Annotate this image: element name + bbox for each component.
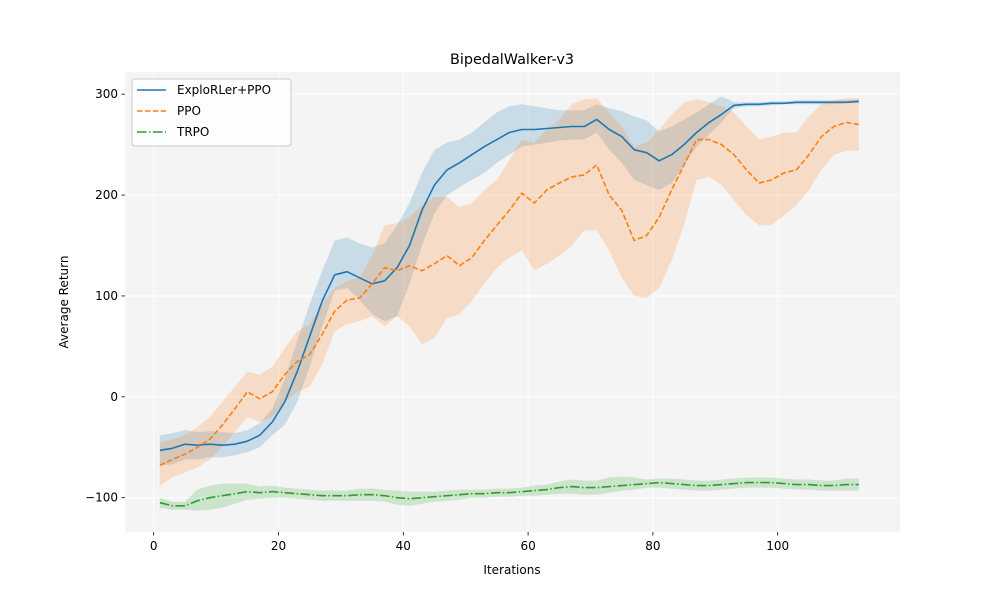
x-tick-label: 0 [150, 539, 158, 553]
legend-box [131, 78, 292, 147]
grid [125, 72, 900, 532]
y-tick-label: 100 [95, 289, 118, 303]
line-trpo [159, 481, 859, 507]
y-tick-label: 300 [95, 87, 118, 101]
y-axis-label: Average Return [57, 256, 71, 349]
y-tick-label: −100 [85, 491, 118, 505]
axis-ticks: 0 20 40 60 80 100 −100 0 100 200 300 [85, 87, 789, 553]
x-tick-label: 60 [520, 539, 535, 553]
x-axis-label: Iterations [483, 563, 540, 577]
chart-title: BipedalWalker-v3 [450, 52, 574, 68]
line-explorler-ppo [159, 100, 859, 452]
x-tick-label: 80 [645, 539, 660, 553]
y-tick-label: 0 [110, 390, 118, 404]
y-tick-label: 200 [95, 188, 118, 202]
x-tick-label: 100 [766, 539, 789, 553]
x-tick-label: 40 [396, 539, 411, 553]
x-tick-label: 20 [271, 539, 286, 553]
series-lines [159, 100, 859, 507]
legend-label-trpo: TRPO [176, 125, 209, 139]
line-ppo [159, 121, 859, 467]
legend: ExploRLer+PPO PPO TRPO [131, 78, 292, 147]
legend-label-ppo: PPO [177, 104, 201, 118]
legend-label-explorler-ppo: ExploRLer+PPO [177, 83, 271, 97]
band-ppo [159, 98, 859, 486]
plot-background [125, 72, 900, 532]
